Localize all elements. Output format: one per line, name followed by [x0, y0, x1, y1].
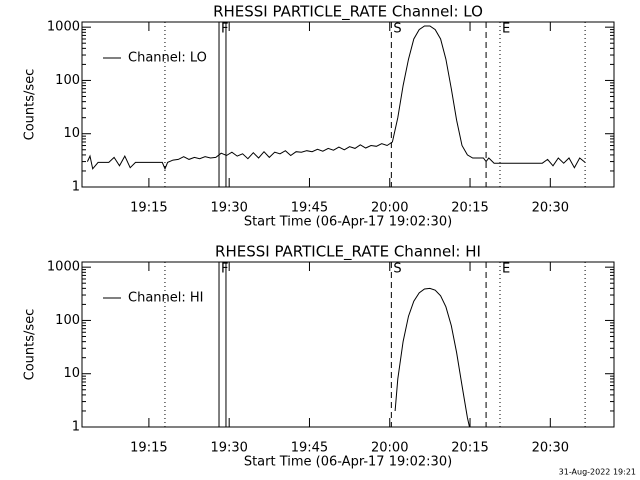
marker-label: E: [502, 22, 510, 37]
chart-title: RHESSI PARTICLE_RATE Channel: LO: [213, 3, 483, 22]
footer: 31-Aug-2022 19:21: [559, 468, 636, 477]
y-axis-label: Counts/sec: [23, 69, 38, 141]
x-tick-label: 19:45: [291, 201, 328, 216]
y-tick-label: 100: [55, 73, 80, 88]
marker-label: S: [393, 262, 401, 277]
y-axis-label: Counts/sec: [23, 309, 38, 381]
x-tick-label: 20:30: [532, 441, 569, 456]
data-line: [394, 287, 470, 428]
y-tick-label: 1000: [47, 20, 80, 35]
x-axis-label: Start Time (06-Apr-17 19:02:30): [244, 215, 452, 230]
plot-frame: [81, 261, 615, 428]
x-tick-label: 20:00: [371, 201, 408, 216]
chart-title: RHESSI PARTICLE_RATE Channel: HI: [215, 243, 481, 262]
marker-label: S: [393, 22, 401, 37]
marker-label: E: [502, 262, 510, 277]
x-tick-label: 20:00: [371, 441, 408, 456]
marker-label: F: [221, 262, 228, 277]
data-line: [86, 25, 586, 171]
x-tick-label: 19:15: [130, 441, 167, 456]
y-tick-label: 100: [55, 313, 80, 328]
y-tick-label: 1000: [47, 260, 80, 275]
x-tick-label: 19:30: [210, 201, 247, 216]
plot-frame: [81, 21, 615, 188]
x-axis-label: Start Time (06-Apr-17 19:02:30): [244, 455, 452, 470]
y-tick-label: 10: [63, 126, 80, 141]
x-tick-label: 20:30: [532, 201, 569, 216]
x-tick-label: 20:15: [451, 441, 488, 456]
y-tick-label: 1: [72, 180, 80, 195]
y-tick-label: 1: [72, 420, 80, 435]
marker-label: F: [221, 22, 228, 37]
x-tick-label: 20:15: [451, 201, 488, 216]
legend-label: Channel: LO: [128, 51, 207, 66]
x-tick-label: 19:15: [130, 201, 167, 216]
y-tick-label: 10: [63, 366, 80, 381]
x-tick-label: 19:45: [291, 441, 328, 456]
x-tick-label: 19:30: [210, 441, 247, 456]
legend-label: Channel: HI: [128, 291, 204, 306]
